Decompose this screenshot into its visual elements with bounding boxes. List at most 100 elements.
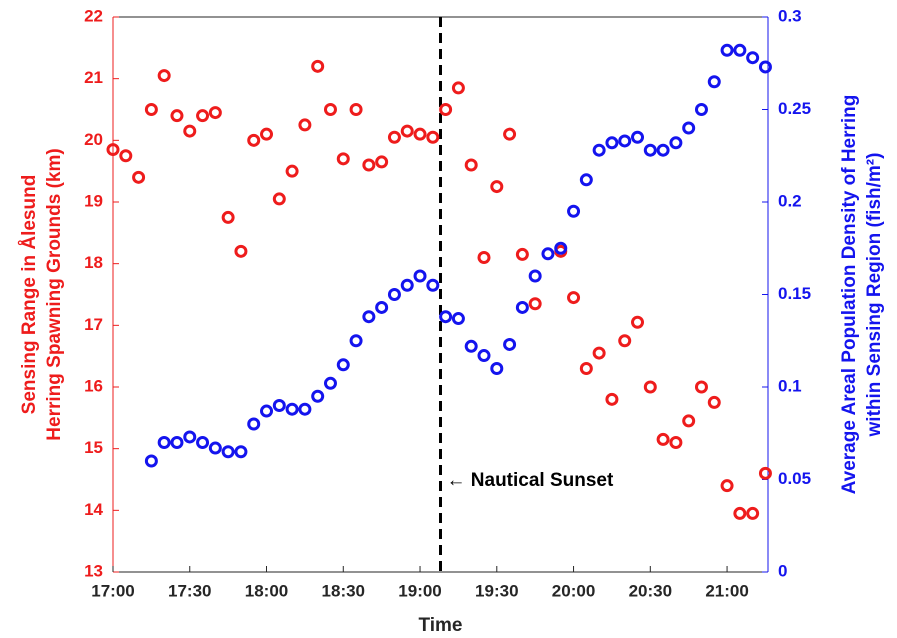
marker (477, 251, 491, 264)
marker (554, 241, 568, 255)
marker (643, 380, 657, 394)
y-tick-label: 16 (84, 376, 103, 395)
marker (260, 127, 274, 141)
marker (490, 180, 504, 194)
marker (528, 269, 542, 283)
marker (362, 158, 376, 172)
marker (144, 454, 158, 468)
marker (464, 339, 478, 353)
marker (579, 362, 593, 375)
y2-tick-label: 0.3 (778, 6, 802, 25)
marker (605, 392, 619, 406)
y-tick-label: 17 (84, 315, 103, 334)
marker (707, 75, 721, 89)
marker (272, 399, 286, 412)
y-tick-label: 15 (84, 438, 103, 457)
marker (208, 441, 222, 455)
marker (387, 288, 401, 301)
marker (720, 43, 734, 57)
y2-tick-label: 0.2 (778, 191, 802, 210)
marker (477, 349, 491, 363)
marker (362, 310, 376, 324)
marker (323, 376, 337, 390)
marker (196, 109, 210, 123)
marker (272, 192, 286, 206)
x-tick-label: 21:00 (705, 581, 748, 600)
marker (119, 149, 133, 163)
marker (643, 143, 657, 157)
marker (157, 436, 171, 449)
marker (605, 136, 619, 150)
marker (387, 130, 401, 144)
marker (515, 300, 529, 314)
marker (183, 124, 197, 138)
y2-axis-label: Average Areal Population Density of Herr… (839, 95, 860, 495)
marker (106, 143, 120, 157)
marker (567, 204, 581, 218)
marker (694, 380, 708, 394)
marker (528, 297, 542, 311)
marker (285, 402, 299, 416)
event-label: ← Nautical Sunset (447, 470, 614, 491)
marker (336, 358, 350, 372)
x-tick-label: 18:30 (322, 581, 365, 600)
marker (413, 127, 427, 141)
marker (426, 130, 440, 144)
marker (132, 170, 146, 184)
marker (311, 59, 325, 73)
y-tick-label: 18 (84, 253, 103, 272)
y2-tick-label: 0.1 (778, 376, 802, 395)
marker (707, 395, 721, 409)
marker (669, 436, 683, 449)
marker (541, 247, 555, 261)
marker (733, 506, 747, 520)
marker (503, 337, 517, 351)
marker (758, 60, 772, 74)
marker (298, 402, 312, 416)
x-tick-label: 19:30 (475, 581, 518, 600)
marker (656, 432, 670, 446)
y-tick-label: 20 (84, 130, 103, 149)
marker (157, 69, 171, 83)
x-tick-label: 18:00 (245, 581, 288, 600)
marker (349, 103, 363, 116)
marker (682, 414, 696, 428)
y2-axis-label: within Sensing Region (fish/m²) (864, 153, 885, 438)
marker (196, 436, 210, 449)
y-tick-label: 19 (84, 191, 103, 210)
marker (221, 210, 235, 224)
marker (694, 103, 708, 116)
y-tick-label: 13 (84, 561, 103, 580)
y2-tick-label: 0.05 (778, 469, 811, 488)
marker (247, 417, 261, 431)
marker (682, 121, 696, 135)
marker (733, 43, 747, 57)
marker (247, 133, 261, 147)
x-axis-label: Time (418, 615, 462, 636)
marker (285, 164, 299, 178)
marker (656, 143, 670, 157)
marker (631, 130, 645, 144)
marker (208, 106, 222, 120)
x-tick-label: 19:00 (398, 581, 441, 600)
marker (311, 389, 325, 403)
y-axis-label: Herring Spawning Grounds (km) (44, 148, 65, 440)
marker (400, 278, 414, 292)
y-tick-label: 21 (84, 68, 103, 87)
marker (758, 466, 772, 480)
marker (336, 152, 350, 166)
marker (503, 127, 517, 141)
marker (144, 103, 158, 116)
marker (439, 310, 453, 324)
marker (375, 155, 389, 169)
marker (592, 346, 606, 360)
marker (618, 134, 632, 148)
marker (515, 247, 529, 261)
marker (183, 430, 197, 444)
y2-tick-label: 0.25 (778, 99, 811, 118)
marker (451, 312, 465, 326)
y-tick-label: 22 (84, 6, 103, 25)
marker (260, 404, 274, 418)
y2-tick-label: 0.15 (778, 284, 811, 303)
marker (170, 436, 184, 449)
